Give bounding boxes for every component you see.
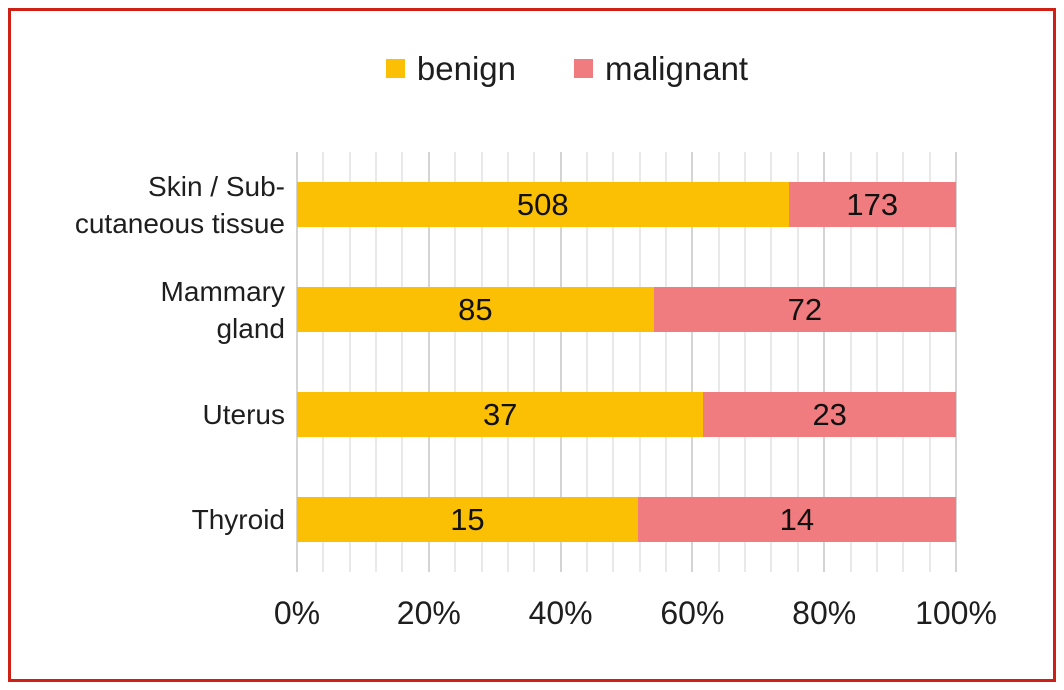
- minor-gridline: [375, 152, 378, 572]
- minor-gridline: [849, 152, 852, 572]
- legend-item-malignant: malignant: [574, 52, 748, 85]
- bar-segment-malignant: 173: [788, 182, 956, 227]
- legend: benign malignant: [70, 46, 1064, 90]
- minor-gridline: [612, 152, 615, 572]
- category-label-line: Uterus: [202, 399, 285, 430]
- minor-gridline: [533, 152, 536, 572]
- x-axis-tick-label: 80%: [792, 595, 857, 631]
- minor-gridline: [665, 152, 668, 572]
- x-axis-tick-label: 60%: [660, 595, 725, 631]
- legend-label-benign: benign: [416, 49, 516, 87]
- plot-area: 508 173 85 72 37 23 15 14: [296, 152, 957, 572]
- minor-gridline: [506, 152, 509, 572]
- bar-segment-malignant: 14: [637, 497, 956, 542]
- category-label: Mammary gland: [0, 257, 285, 362]
- bar-value-label: 72: [787, 292, 823, 327]
- major-gridline: [559, 152, 562, 572]
- minor-gridline: [928, 152, 931, 572]
- bar-row: 15 14: [297, 497, 956, 542]
- category-label: Thyroid: [0, 467, 285, 572]
- minor-gridline: [796, 152, 799, 572]
- minor-gridline: [902, 152, 905, 572]
- benign-swatch-icon: [385, 58, 405, 78]
- bar-row: 508 173: [297, 182, 956, 227]
- x-axis: 0% 20% 40% 60% 80% 100%: [274, 595, 997, 637]
- x-axis-tick-label: 20%: [396, 595, 461, 631]
- bar-segment-malignant: 23: [703, 392, 956, 437]
- minor-gridline: [717, 152, 720, 572]
- bar-value-label: 37: [482, 397, 518, 432]
- legend-label-malignant: malignant: [605, 49, 749, 87]
- bar-segment-benign: 37: [297, 392, 704, 437]
- minor-gridline: [401, 152, 404, 572]
- minor-gridline: [585, 152, 588, 572]
- major-gridline: [427, 152, 430, 572]
- legend-item-benign: benign: [385, 49, 516, 87]
- category-axis: Skin / Sub-cutaneous tissue Mammary gland U…: [0, 152, 285, 572]
- minor-gridline: [454, 152, 457, 572]
- bar-value-label: 173: [846, 187, 899, 222]
- bar-value-label: 23: [812, 397, 847, 432]
- major-gridline: [691, 152, 694, 572]
- minor-gridline: [348, 152, 351, 572]
- minor-gridline: [770, 152, 773, 572]
- bar-segment-malignant: 72: [653, 287, 956, 332]
- minor-gridline: [638, 152, 641, 572]
- major-gridline: [296, 152, 298, 572]
- major-gridline: [955, 152, 957, 572]
- bar-row: 85 72: [297, 287, 956, 332]
- major-gridline: [823, 152, 826, 572]
- x-axis-tick-label: 0%: [273, 595, 321, 631]
- category-label: Uterus: [0, 362, 285, 467]
- category-label-line: cutaneous tissue: [74, 207, 285, 239]
- bar-row: 37 23: [297, 392, 956, 437]
- bar-segment-benign: 15: [297, 497, 638, 542]
- category-label: Skin / Sub-cutaneous tissue: [0, 152, 285, 257]
- x-axis-tick-label: 40%: [528, 595, 593, 631]
- bar-segment-benign: 508: [297, 182, 789, 227]
- category-label-line: Skin / Sub-: [148, 170, 285, 202]
- malignant-swatch-icon: [574, 58, 593, 78]
- category-label-line: Thyroid: [191, 504, 285, 535]
- bar-value-label: 508: [516, 187, 569, 222]
- minor-gridline: [744, 152, 747, 572]
- minor-gridline: [875, 152, 878, 572]
- minor-gridline: [322, 152, 325, 572]
- bar-value-label: 85: [458, 292, 493, 327]
- bar-value-label: 15: [450, 502, 485, 537]
- bar-segment-benign: 85: [297, 287, 654, 332]
- figure-border: [8, 8, 1056, 682]
- minor-gridline: [480, 152, 483, 572]
- category-label-line: gland: [216, 312, 285, 344]
- bar-value-label: 14: [779, 502, 815, 537]
- x-axis-tick-label: 100%: [915, 595, 997, 631]
- category-label-line: Mammary: [160, 275, 285, 307]
